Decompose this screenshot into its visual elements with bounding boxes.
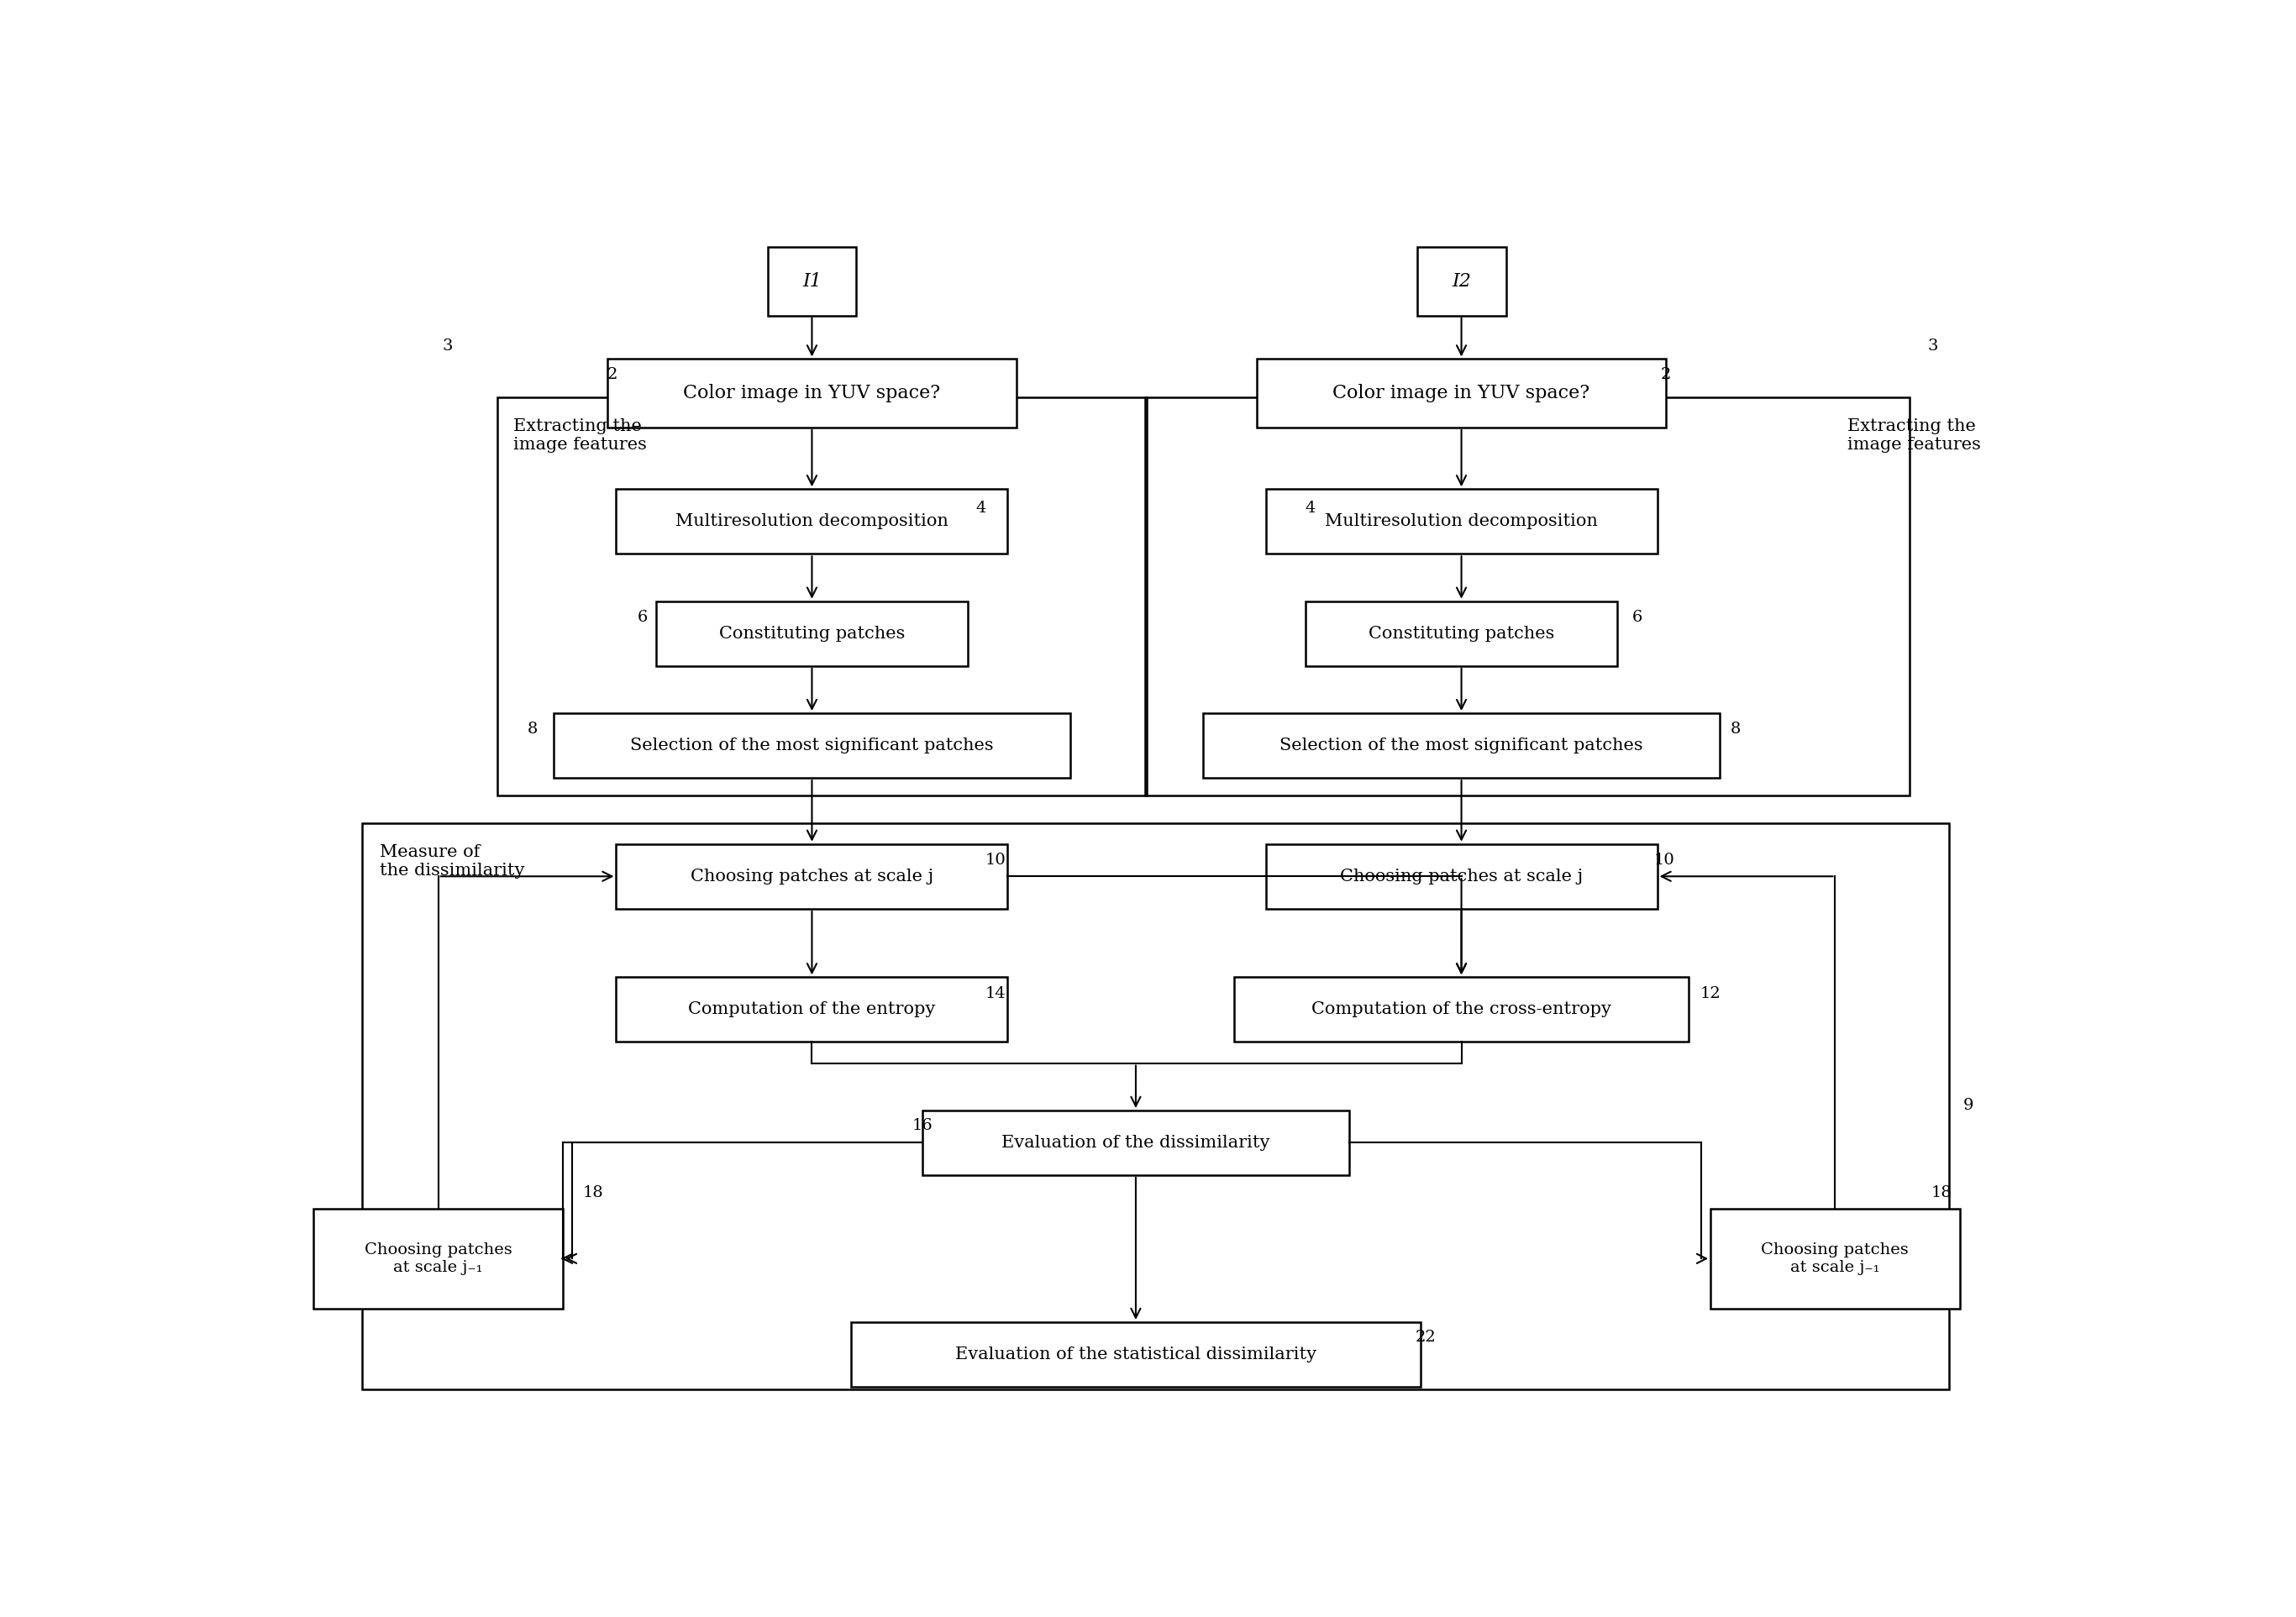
Text: Evaluation of the dissimilarity: Evaluation of the dissimilarity <box>1001 1135 1270 1151</box>
Text: Extracting the
image features: Extracting the image features <box>512 419 647 453</box>
Text: Constituting patches: Constituting patches <box>1368 626 1554 642</box>
FancyBboxPatch shape <box>615 844 1008 909</box>
FancyBboxPatch shape <box>923 1111 1350 1176</box>
Text: Multiresolution decomposition: Multiresolution decomposition <box>1325 514 1598 529</box>
Text: Multiresolution decomposition: Multiresolution decomposition <box>675 514 948 529</box>
Text: 18: 18 <box>1931 1185 1952 1200</box>
FancyBboxPatch shape <box>615 977 1008 1041</box>
FancyBboxPatch shape <box>1711 1210 1961 1308</box>
FancyBboxPatch shape <box>606 359 1017 427</box>
FancyBboxPatch shape <box>1306 602 1616 666</box>
Text: Color image in YUV space?: Color image in YUV space? <box>1332 383 1591 403</box>
Text: 16: 16 <box>912 1117 932 1134</box>
Text: Color image in YUV space?: Color image in YUV space? <box>684 383 941 403</box>
Text: 18: 18 <box>583 1185 604 1200</box>
FancyBboxPatch shape <box>553 713 1070 778</box>
Text: Evaluation of the statistical dissimilarity: Evaluation of the statistical dissimilar… <box>955 1347 1316 1363</box>
Text: I2: I2 <box>1451 272 1472 291</box>
Text: Choosing patches at scale j: Choosing patches at scale j <box>691 868 934 884</box>
Text: Selection of the most significant patches: Selection of the most significant patche… <box>1279 737 1644 754</box>
FancyBboxPatch shape <box>615 488 1008 555</box>
Text: 14: 14 <box>985 986 1006 1001</box>
Text: Choosing patches
at scale j₋₁: Choosing patches at scale j₋₁ <box>365 1242 512 1274</box>
FancyBboxPatch shape <box>1265 488 1658 555</box>
Text: 8: 8 <box>528 721 537 737</box>
Text: Extracting the
image features: Extracting the image features <box>1848 419 1981 453</box>
Text: 10: 10 <box>985 852 1006 868</box>
FancyBboxPatch shape <box>1235 977 1688 1041</box>
Text: 3: 3 <box>441 338 452 354</box>
Text: 10: 10 <box>1653 852 1674 868</box>
FancyBboxPatch shape <box>1203 713 1720 778</box>
Text: Computation of the cross-entropy: Computation of the cross-entropy <box>1311 1001 1612 1017</box>
FancyBboxPatch shape <box>657 602 967 666</box>
Text: 6: 6 <box>1632 610 1642 624</box>
Text: 8: 8 <box>1731 721 1740 737</box>
Text: 2: 2 <box>1660 367 1671 382</box>
FancyBboxPatch shape <box>1417 247 1506 315</box>
Text: 9: 9 <box>1963 1098 1975 1112</box>
FancyBboxPatch shape <box>852 1323 1421 1387</box>
Text: Selection of the most significant patches: Selection of the most significant patche… <box>629 737 994 754</box>
Text: Constituting patches: Constituting patches <box>719 626 905 642</box>
Text: 4: 4 <box>976 500 987 516</box>
Text: I1: I1 <box>801 272 822 291</box>
Text: Choosing patches at scale j: Choosing patches at scale j <box>1341 868 1582 884</box>
Text: 3: 3 <box>1929 338 1938 354</box>
Text: 22: 22 <box>1414 1329 1437 1345</box>
Text: 4: 4 <box>1304 500 1316 516</box>
FancyBboxPatch shape <box>315 1210 563 1308</box>
FancyBboxPatch shape <box>1265 844 1658 909</box>
Text: 2: 2 <box>608 367 618 382</box>
FancyBboxPatch shape <box>1256 359 1667 427</box>
FancyBboxPatch shape <box>767 247 856 315</box>
Text: Computation of the entropy: Computation of the entropy <box>689 1001 934 1017</box>
Text: Measure of
the dissimilarity: Measure of the dissimilarity <box>379 844 523 878</box>
Text: 12: 12 <box>1699 986 1722 1001</box>
Text: Choosing patches
at scale j₋₁: Choosing patches at scale j₋₁ <box>1761 1242 1908 1274</box>
Text: 6: 6 <box>638 610 647 624</box>
